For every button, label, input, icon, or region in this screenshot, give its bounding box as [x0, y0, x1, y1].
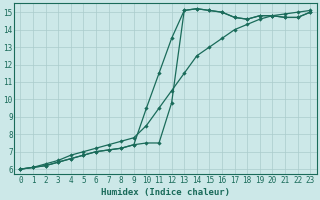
X-axis label: Humidex (Indice chaleur): Humidex (Indice chaleur) [101, 188, 230, 197]
